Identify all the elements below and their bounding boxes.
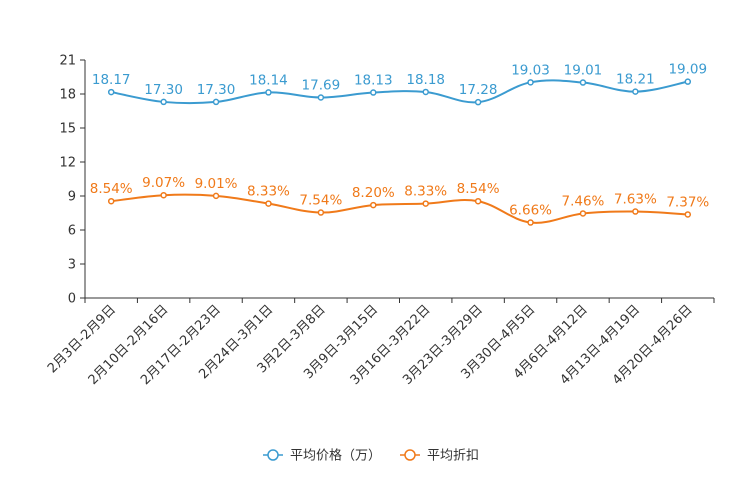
series-line-1 [111,79,688,105]
data-point [107,197,115,205]
data-point [474,98,482,106]
y-tick-label: 9 [68,190,76,205]
y-tick-label: 6 [68,224,76,239]
data-point [265,89,272,96]
legend-marker-icon [267,449,279,461]
data-label: 7.63% [614,192,657,208]
data-label: 7.54% [299,193,342,209]
y-tick-label: 3 [68,258,76,273]
data-point [265,200,272,207]
data-label: 8.33% [404,184,447,200]
data-label: 18.18 [406,72,445,88]
data-label: 19.01 [564,63,603,79]
data-label: 8.33% [247,184,290,200]
data-point [370,201,377,209]
data-point [632,208,639,215]
data-point [422,200,429,207]
data-label: 18.17 [92,72,131,88]
data-point [579,79,587,86]
data-label: 19.03 [511,62,550,78]
data-label: 6.66% [509,203,552,219]
data-label: 17.30 [144,82,183,98]
data-label: 8.20% [352,185,395,201]
data-point [422,88,429,96]
data-label: 9.07% [142,175,185,191]
legend-marker-icon [404,449,416,461]
data-point [160,98,167,106]
data-point [632,88,639,95]
data-label: 17.69 [302,78,341,94]
y-tick-label: 12 [59,156,76,171]
data-label: 18.14 [249,72,288,88]
data-point [212,192,220,200]
y-tick-label: 18 [59,88,76,103]
data-label: 8.54% [457,181,500,197]
series-line-2 [111,193,688,224]
data-point [527,219,534,226]
data-label: 18.21 [616,72,655,88]
data-point [107,88,115,96]
data-point [684,211,692,218]
data-point [160,191,167,199]
data-label: 17.30 [197,82,236,98]
data-label: 19.09 [668,62,707,78]
data-point [527,79,534,86]
data-label: 8.54% [90,181,133,197]
data-point [684,78,692,85]
data-point [317,209,325,216]
data-label: 18.13 [354,73,393,89]
data-point [474,197,482,205]
data-label: 7.37% [666,194,709,210]
legend-item-label[interactable]: 平均价格（万） [290,448,381,464]
data-point [212,98,220,106]
data-point [317,94,325,101]
data-point [579,210,587,217]
y-tick-label: 0 [68,292,76,307]
data-label: 7.46% [562,193,605,209]
data-point [370,89,377,96]
data-label: 17.28 [459,82,498,98]
y-tick-label: 21 [59,54,76,69]
y-tick-label: 15 [59,122,76,137]
data-label: 9.01% [195,176,238,192]
legend-item-label[interactable]: 平均折扣 [427,449,479,464]
